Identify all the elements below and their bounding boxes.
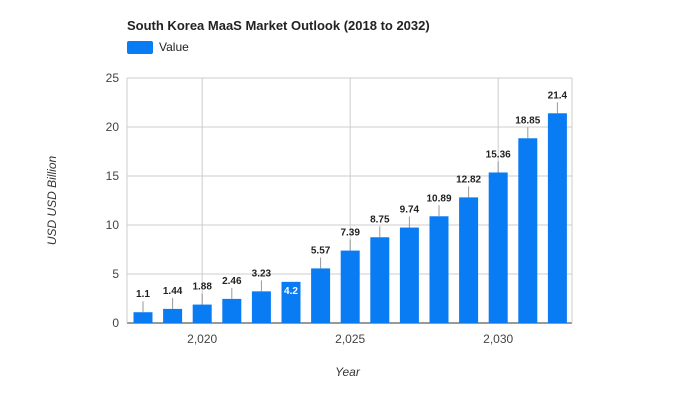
bar [518,138,538,323]
x-axis-title: Year [335,365,361,379]
x-tick-label: 2,030 [483,332,513,346]
bar [311,268,331,323]
y-tick-label: 25 [106,71,120,85]
data-label: 9.74 [400,205,420,216]
bar [429,216,449,323]
data-label: 1.44 [163,286,183,297]
bar [459,197,479,323]
legend-swatch [127,40,153,54]
bar [222,298,242,323]
data-label: 3.23 [252,268,272,279]
bar [488,172,508,323]
y-tick-label: 0 [112,316,119,330]
data-label: 2.46 [222,276,242,287]
x-tick-label: 2,025 [335,332,365,346]
y-tick-label: 5 [112,267,119,281]
bar [370,237,390,323]
bar [281,281,301,323]
data-label: 8.75 [370,214,390,225]
x-tick-label: 2,020 [187,332,217,346]
data-label: 12.82 [456,174,481,185]
y-tick-label: 10 [106,218,120,232]
data-label: 5.57 [311,245,331,256]
bar [251,291,271,323]
bar [547,113,567,323]
data-label: 10.89 [426,193,451,204]
bar [399,227,419,323]
data-label: 4.2 [284,286,298,297]
legend: Value [127,40,189,54]
y-axis-title: USD USD Billion [45,155,59,245]
data-label: 7.39 [340,228,360,239]
y-tick-label: 15 [106,169,120,183]
bar [133,312,153,323]
bar [163,308,183,323]
legend-label-value: Value [159,40,189,54]
chart-title: South Korea MaaS Market Outlook (2018 to… [127,18,430,33]
data-label: 1.1 [136,289,150,300]
bar [192,304,212,323]
data-label: 18.85 [515,115,540,126]
data-label: 1.88 [192,282,212,293]
data-label: 15.36 [486,149,511,160]
data-label: 21.4 [548,90,568,101]
y-tick-label: 20 [106,120,120,134]
bar [340,250,360,323]
